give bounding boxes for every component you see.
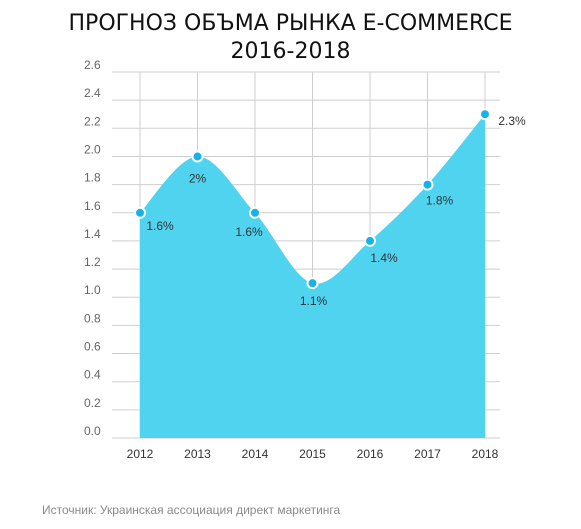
data-label: 2.3%	[498, 114, 526, 128]
chart-title-line-2: 2016-2018	[230, 39, 351, 64]
data-point	[306, 277, 319, 290]
data-label: 1.4%	[370, 251, 398, 265]
y-tick-label: 0.4	[84, 368, 101, 382]
y-tick-label: 2.0	[84, 142, 101, 156]
source-note: Источник: Украинская ассоциация директ м…	[42, 503, 341, 517]
x-tick-label: 2017	[414, 447, 441, 461]
x-tick-label: 2014	[242, 447, 269, 461]
chart-title-line-1: ПРОГНОЗ ОБЪМА РЫНКА E-COMMERCE	[68, 11, 513, 36]
chart-title: ПРОГНОЗ ОБЪМА РЫНКА E-COMMERCE 2016-2018	[0, 10, 581, 66]
data-point	[421, 178, 434, 191]
data-point	[479, 108, 491, 121]
y-tick-label: 2.6	[84, 58, 101, 72]
data-label: 1.6%	[146, 219, 174, 233]
x-tick-label: 2018	[472, 447, 499, 461]
x-tick-label: 2015	[299, 447, 326, 461]
series-area	[140, 114, 485, 438]
y-tick-label: 1.8	[84, 171, 101, 185]
point-layer	[134, 108, 491, 290]
x-tick-label: 2013	[184, 447, 211, 461]
data-label: 1.1%	[300, 294, 328, 308]
data-point	[249, 206, 261, 219]
y-tick-label: 0.6	[84, 340, 101, 354]
x-tick-label: 2016	[357, 447, 384, 461]
y-tick-label: 0.0	[84, 424, 101, 438]
y-tick-label: 2.4	[84, 86, 101, 100]
data-label: 2%	[189, 171, 207, 185]
data-point	[364, 234, 376, 247]
data-label: 1.6%	[235, 225, 263, 239]
data-point	[134, 206, 146, 219]
data-point	[191, 150, 204, 163]
tick-label-layer: 0.0 0.2 0.4 0.6 0.8 1.0 1.2 1.4 1.6 1.8 2.0 2.2 2.4 2…	[84, 58, 499, 461]
y-tick-label: 1.4	[84, 227, 101, 241]
y-tick-label: 0.8	[84, 311, 101, 325]
data-label-layer: 1.6% 2% 1.6% 1.1% 1.4% 1.8% 2.3%	[146, 114, 526, 308]
y-tick-label: 0.2	[84, 396, 101, 410]
y-tick-label: 2.2	[84, 114, 101, 128]
area-layer	[140, 114, 485, 438]
data-label: 1.8%	[426, 194, 454, 208]
x-tick-label: 2012	[127, 447, 154, 461]
y-tick-label: 1.2	[84, 255, 101, 269]
y-tick-label: 1.0	[84, 283, 101, 297]
y-tick-label: 1.6	[84, 199, 101, 213]
